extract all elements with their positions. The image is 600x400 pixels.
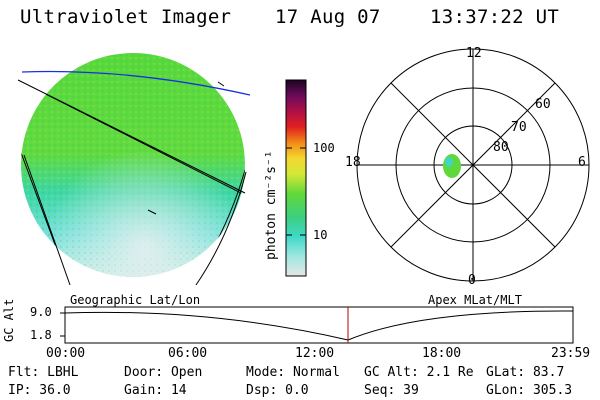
- status-mode: Mode: Normal: [246, 365, 340, 380]
- auroral-spot: [443, 154, 461, 178]
- time-tick-1200: 12:00: [295, 346, 335, 361]
- time-tick-1800: 18:00: [422, 346, 462, 361]
- lat-label-80: 80: [493, 140, 509, 155]
- mlt-label-18: 18: [345, 155, 361, 170]
- colorbar-unit-label: photon cm⁻²s⁻¹: [264, 150, 279, 260]
- polar-plot: [356, 48, 590, 282]
- colorbar-tick-10: 10: [313, 228, 328, 242]
- time-tick-2359: 23:59: [551, 346, 591, 361]
- altitude-tick-1-8: 1.8: [30, 328, 52, 342]
- uv-earth-image: [17, 53, 251, 286]
- status-seq: Seq: 39: [364, 383, 419, 398]
- lat-label-60: 60: [535, 97, 551, 112]
- date-label: 17 Aug 07: [275, 6, 381, 28]
- status-ip: IP: 36.0: [8, 383, 71, 398]
- status-glat: GLat: 83.7: [486, 365, 565, 380]
- altitude-curve: [64, 310, 574, 341]
- mlt-label-12: 12: [466, 46, 482, 61]
- status-door: Door: Open: [124, 365, 203, 380]
- lon-line-right: [195, 171, 247, 286]
- status-gain: Gain: 14: [124, 383, 187, 398]
- time-tick-0600: 06:00: [168, 346, 208, 361]
- status-gc-alt: GC Alt: 2.1 Re: [364, 365, 474, 380]
- apex-caption: Apex MLat/MLT: [428, 293, 522, 307]
- color-bar: [285, 79, 307, 277]
- altitude-tick-9: 9.0: [30, 305, 52, 319]
- time-label: 13:37:22 UT: [430, 6, 560, 28]
- lat-label-70: 70: [511, 120, 527, 135]
- lat-line: [17, 79, 246, 194]
- mlt-label-6: 6: [578, 155, 586, 170]
- colorbar-tick-100: 100: [313, 141, 335, 155]
- status-filter: Flt: LBHL: [8, 365, 79, 380]
- time-tick-0000: 00:00: [46, 346, 86, 361]
- instrument-title: Ultraviolet Imager: [20, 6, 232, 28]
- mlt-label-0: 0: [468, 273, 476, 288]
- coastline: [21, 70, 251, 96]
- geographic-caption: Geographic Lat/Lon: [70, 293, 201, 307]
- altitude-plot: [60, 306, 574, 344]
- altitude-y-label: GC Alt: [2, 298, 16, 342]
- status-glon: GLon: 305.3: [486, 383, 573, 398]
- lon-line-left: [23, 154, 71, 286]
- status-dsp: Dsp: 0.0: [246, 383, 309, 398]
